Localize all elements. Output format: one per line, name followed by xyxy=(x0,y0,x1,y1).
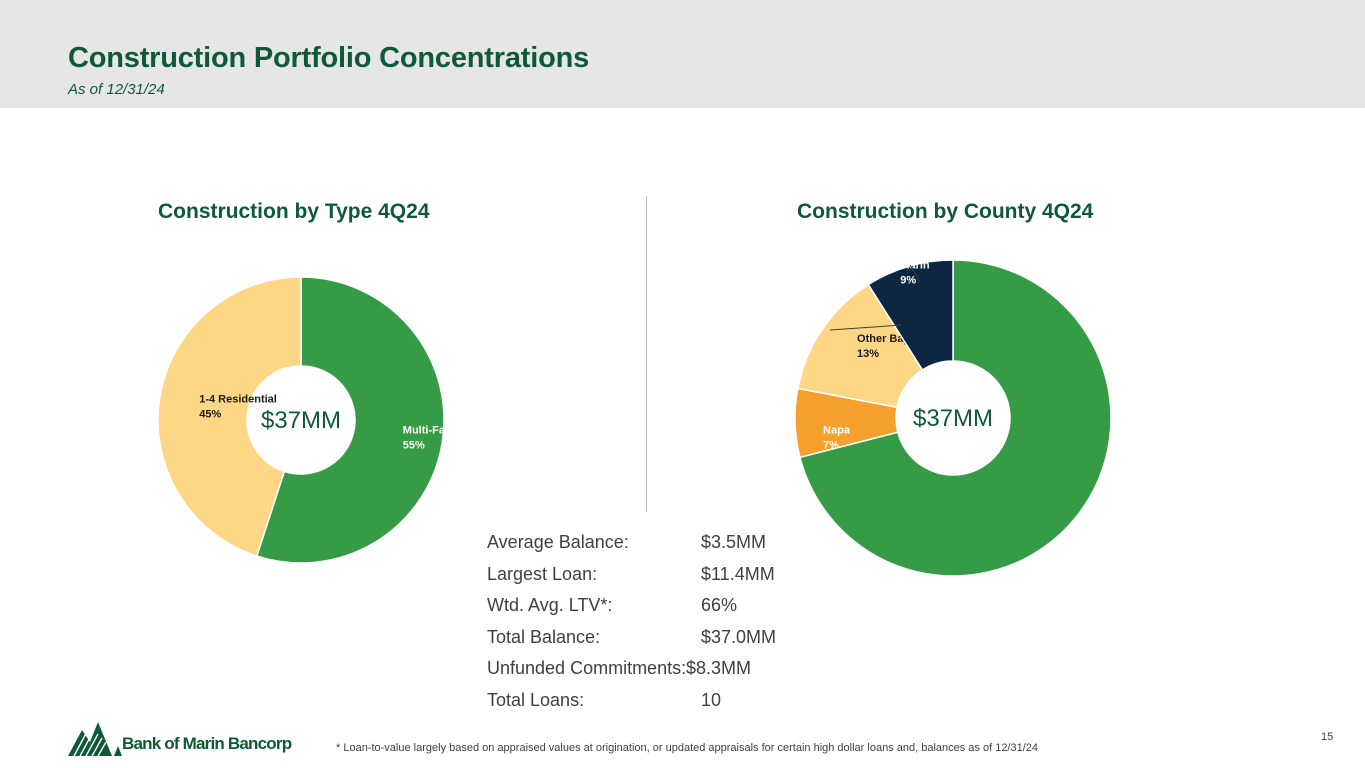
stat-label: Wtd. Avg. LTV*: xyxy=(487,595,613,615)
donut-chart-type: Multi-Family 55% 1-4 Residential 45% $37MM xyxy=(157,276,468,564)
slice-1-4-residential xyxy=(157,276,302,557)
stat-value: 66% xyxy=(701,595,738,615)
slice-value-san-francisco: 71% xyxy=(1070,539,1092,551)
stat-label: Total Loans: xyxy=(487,689,585,710)
leader-line xyxy=(909,264,921,283)
slice-label-marin: Marin xyxy=(900,259,930,271)
stat-label: Total Balance: xyxy=(487,626,601,647)
slice-other-bay-area xyxy=(796,283,924,409)
stat-value: $8.3MM xyxy=(686,658,752,678)
leader-line xyxy=(829,324,903,331)
slice-value-other-bay-area: 13% xyxy=(857,348,879,360)
chart-divider xyxy=(646,196,647,512)
mountain-logo-icon xyxy=(68,722,122,757)
slice-multi-family xyxy=(255,276,445,564)
slice-label-san-francisco: San Francisco xyxy=(1070,524,1145,536)
slice-value-multi-family: 55% xyxy=(403,439,425,451)
slice-label-1-4-residential: 1-4 Residential xyxy=(199,394,277,406)
stat-value: 10 xyxy=(701,689,722,710)
stat-label: Largest Loan: xyxy=(487,563,598,584)
slice-label-napa: Napa xyxy=(823,424,851,436)
logo-text: Bank of Marin Bancorp xyxy=(122,734,292,753)
stat-value: $3.5MM xyxy=(701,532,767,552)
stat-label: Unfunded Commitments: xyxy=(487,658,687,678)
slice-value-marin: 9% xyxy=(900,274,916,286)
header-band xyxy=(0,0,1365,108)
slice-value-napa: 7% xyxy=(823,439,839,451)
slice-marin xyxy=(867,259,954,371)
footnote: * Loan-to-value largely based on apprais… xyxy=(336,742,1039,754)
center-label: $37MM xyxy=(261,407,341,434)
chart-title-county: Construction by County 4Q24 xyxy=(797,200,1094,223)
center-label: $37MM xyxy=(913,405,993,432)
page-title: Construction Portfolio Concentrations xyxy=(68,42,590,74)
stat-label: Average Balance: xyxy=(487,532,629,552)
stat-value: $37.0MM xyxy=(701,626,777,647)
chart-title-type: Construction by Type 4Q24 xyxy=(158,200,430,223)
page-subtitle: As of 12/31/24 xyxy=(68,81,165,98)
slice-san-francisco xyxy=(799,259,1112,577)
page-number: 15 xyxy=(1321,731,1334,743)
slice-label-multi-family: Multi-Family xyxy=(403,424,468,436)
stat-value: $11.4MM xyxy=(701,563,775,584)
slice-value-1-4-residential: 45% xyxy=(199,409,221,421)
